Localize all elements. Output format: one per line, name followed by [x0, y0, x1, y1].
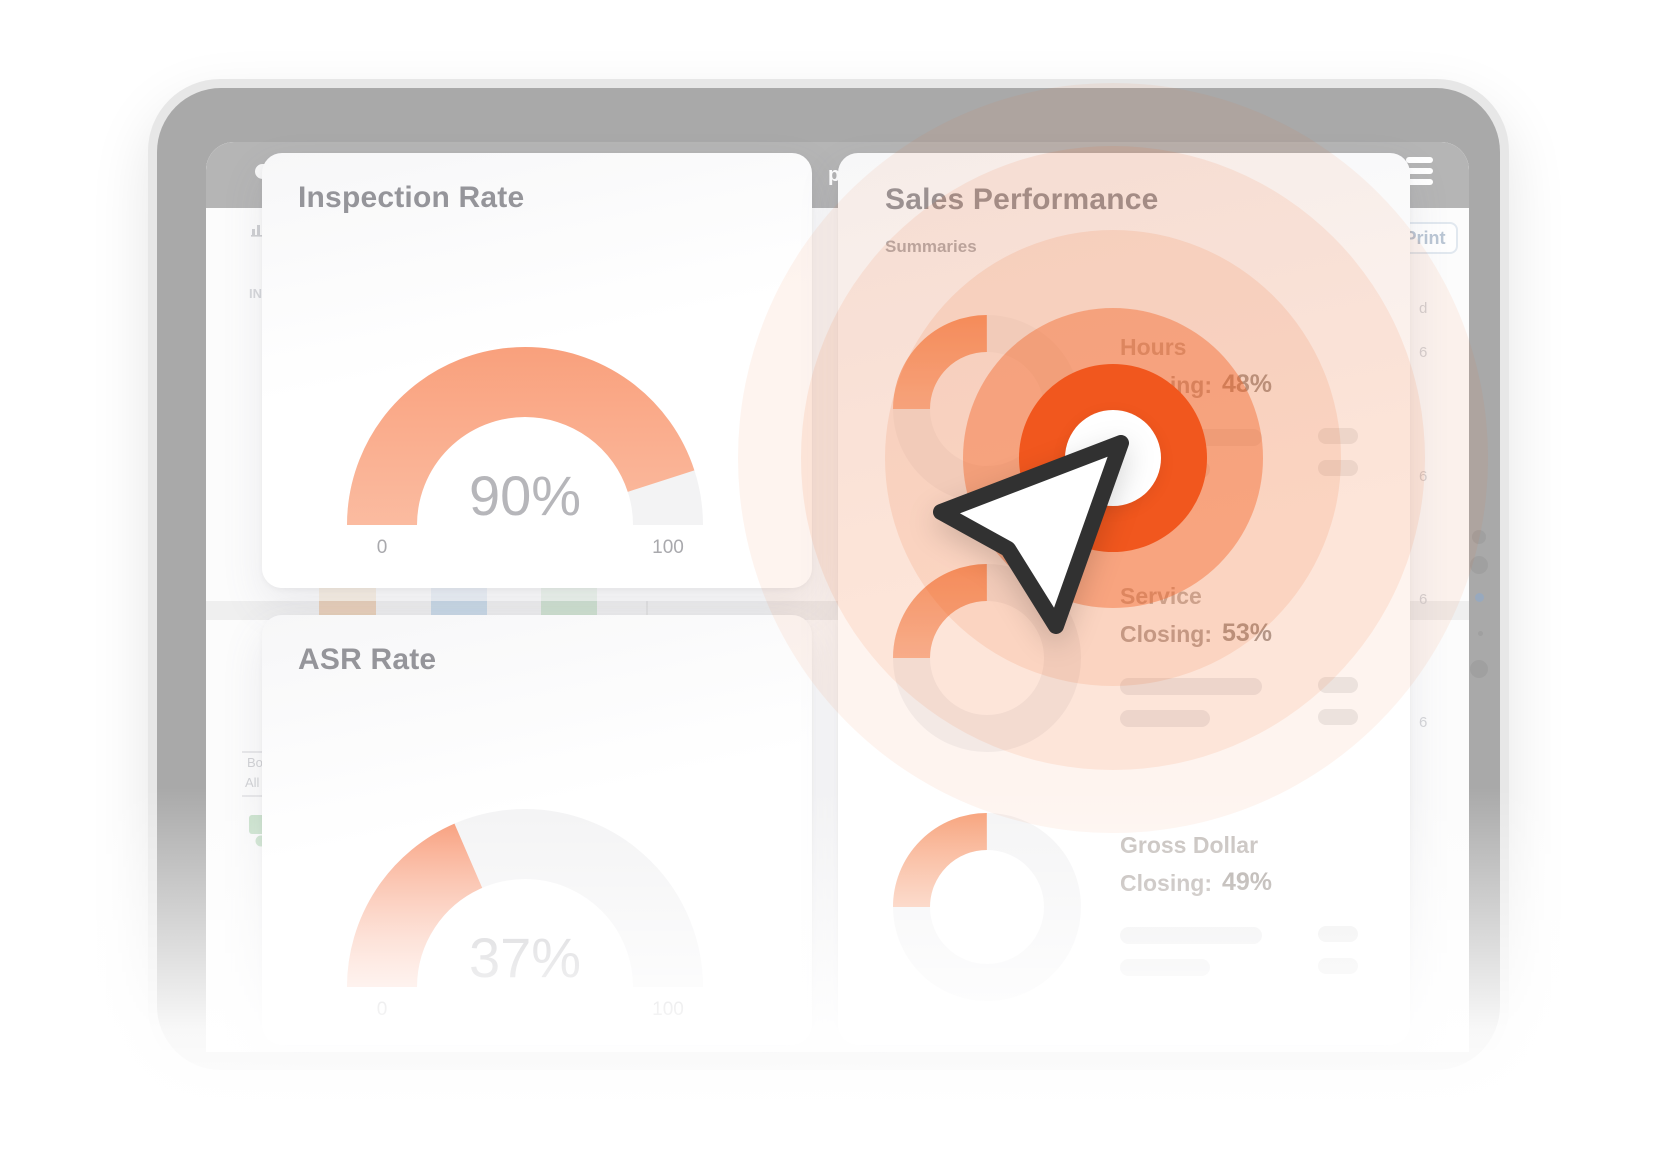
- skeleton-bar: [1120, 959, 1210, 976]
- skeleton-mini-bar: [1318, 958, 1358, 974]
- gauge-min-label: 0: [376, 537, 388, 558]
- table-cell-fragment: 6: [1419, 591, 1428, 608]
- skeleton-mini-bar: [1318, 460, 1358, 476]
- card-title: ASR Rate: [298, 643, 437, 676]
- gauge-max-label: 100: [652, 999, 684, 1020]
- skeleton-mini-bar: [1318, 709, 1358, 725]
- row-value: 53%: [1222, 619, 1273, 647]
- table-cell-fragment: d: [1419, 300, 1428, 317]
- cursor-icon: [900, 395, 1150, 660]
- sales-row-gross-dollar: Gross Dollar Closing: 49%: [892, 812, 1374, 1062]
- row-value: 49%: [1222, 868, 1273, 896]
- skeleton-mini-bar: [1318, 677, 1358, 693]
- print-button-label: Print: [1404, 227, 1446, 248]
- gauge-min-label: 0: [376, 999, 388, 1020]
- bezel-sensor-dot: [1475, 593, 1484, 602]
- filter-value-fragment: All: [245, 775, 260, 790]
- skeleton-mini-bar: [1318, 428, 1358, 444]
- table-cell-fragment: 6: [1419, 468, 1428, 485]
- bezel-camera-dot: [1470, 660, 1488, 678]
- table-cell-fragment: 6: [1419, 344, 1428, 361]
- row-value: 48%: [1222, 370, 1273, 398]
- bezel-camera-dot: [1472, 530, 1486, 544]
- table-cell-fragment: 6: [1419, 714, 1428, 731]
- asr-gauge: 37% 0 100: [345, 807, 705, 1033]
- skeleton-bar: [1120, 927, 1262, 944]
- skeleton-bar: [1120, 710, 1210, 727]
- row-name: Hours: [1120, 334, 1187, 360]
- asr-rate-card: ASR Rate 37% 0 100: [262, 615, 812, 1045]
- skeleton-bar: [1120, 678, 1262, 695]
- bezel-sensor-dot: [1478, 631, 1483, 636]
- gauge-value: 37%: [468, 926, 582, 989]
- inspection-rate-card: Inspection Rate 90% 0 100: [262, 153, 812, 588]
- menu-icon[interactable]: [1406, 157, 1433, 190]
- row-metric-label: Closing:: [1120, 870, 1212, 896]
- gauge-value: 90%: [468, 464, 582, 527]
- filter-label-fragment: Bo: [247, 755, 263, 770]
- inspection-gauge: 90% 0 100: [345, 345, 705, 571]
- card-subtitle: Summaries: [885, 237, 977, 256]
- row-name: Gross Dollar: [1120, 832, 1259, 858]
- skeleton-mini-bar: [1318, 926, 1358, 942]
- table-column-header: IN: [249, 286, 262, 301]
- bezel-camera-dot: [1470, 556, 1488, 574]
- card-title: Inspection Rate: [298, 181, 525, 214]
- gauge-max-label: 100: [652, 537, 684, 558]
- card-title: Sales Performance: [885, 183, 1159, 216]
- gross-dollar-donut: [893, 813, 1081, 1001]
